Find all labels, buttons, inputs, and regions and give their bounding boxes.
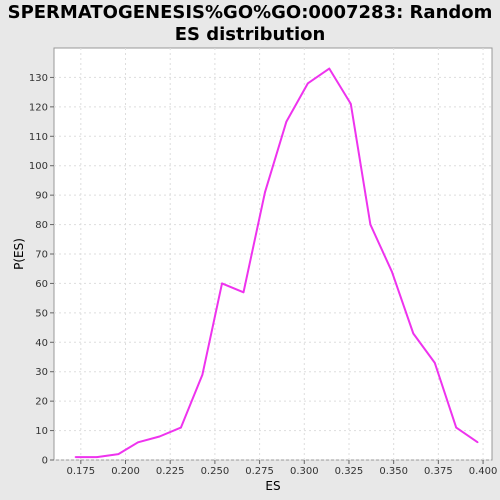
data-point (307, 82, 309, 85)
data-point (328, 67, 331, 70)
y-tick-label: 100 (29, 161, 48, 172)
x-tick-label: 0.400 (469, 466, 498, 477)
data-point (137, 441, 139, 444)
x-tick-label: 0.175 (66, 466, 95, 477)
x-tick-label: 0.350 (379, 466, 408, 477)
x-tick-label: 0.275 (245, 466, 274, 477)
data-point (349, 103, 352, 105)
series-layer (74, 67, 479, 459)
x-tick-label: 0.200 (111, 466, 140, 477)
y-tick-label: 110 (29, 132, 48, 143)
y-tick-label: 90 (35, 191, 48, 202)
data-point (158, 435, 161, 438)
y-tick-label: 120 (29, 102, 48, 113)
y-tick-label: 60 (35, 279, 48, 290)
data-point (180, 426, 182, 429)
data-point (117, 453, 120, 455)
y-tick-label: 0 (42, 456, 48, 467)
data-point (96, 456, 98, 458)
data-point (242, 291, 245, 294)
y-tick-label: 50 (35, 308, 48, 319)
data-point (412, 332, 415, 335)
x-tick-label: 0.375 (424, 466, 453, 477)
x-axis-label: ES (265, 479, 280, 493)
grid (54, 48, 492, 461)
y-tick-label: 70 (35, 250, 48, 261)
y-tick-label: 20 (35, 397, 48, 408)
data-point (74, 456, 77, 458)
data-point (285, 120, 288, 123)
y-axis-label: P(ES) (12, 238, 26, 270)
y-tick-label: 30 (35, 367, 48, 378)
y-tick-label: 80 (35, 220, 48, 231)
data-point (264, 191, 266, 193)
x-tick-label: 0.225 (156, 466, 185, 477)
data-point (455, 426, 458, 429)
x-tick-label: 0.325 (335, 466, 364, 477)
y-tick-label: 40 (35, 338, 48, 349)
x-tick-label: 0.300 (290, 466, 319, 477)
series-line (75, 67, 479, 459)
data-point (476, 441, 479, 444)
axes: 0 10 20 30 40 50 60 70 80 90 100 110 120 130 0.175 0.20… (29, 73, 497, 477)
data-point (201, 373, 204, 376)
y-tick-label: 130 (29, 73, 48, 84)
y-tick-label: 10 (35, 426, 48, 437)
data-point (433, 362, 436, 364)
chart-title: SPERMATOGENESIS%GO%GO:0007283: Random ES… (7, 2, 493, 45)
data-point (221, 282, 223, 285)
data-point (391, 270, 393, 273)
x-tick-label: 0.250 (201, 466, 230, 477)
data-point (369, 223, 372, 226)
